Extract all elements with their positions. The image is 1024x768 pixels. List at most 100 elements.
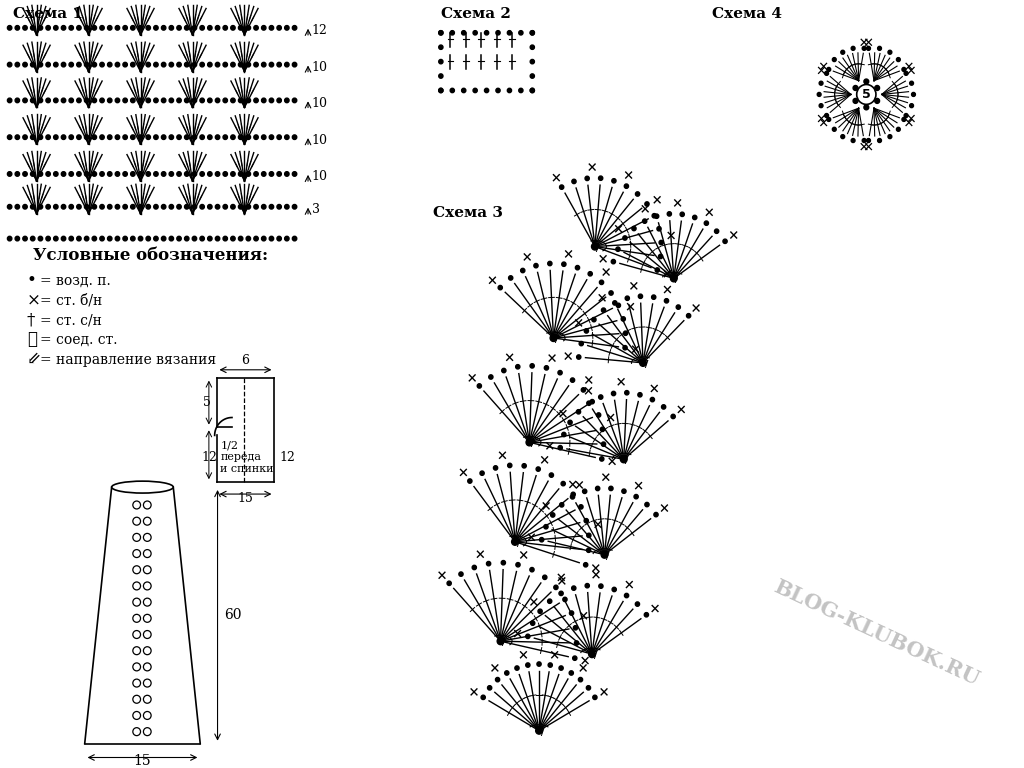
Circle shape [230, 98, 236, 103]
Circle shape [507, 31, 512, 35]
Circle shape [184, 25, 189, 30]
Circle shape [99, 98, 104, 103]
Circle shape [635, 602, 640, 606]
Circle shape [239, 237, 243, 241]
Circle shape [61, 204, 66, 209]
Circle shape [902, 118, 906, 121]
Circle shape [624, 331, 628, 336]
Circle shape [138, 98, 142, 103]
Text: 7: 7 [603, 551, 609, 561]
Circle shape [817, 92, 821, 97]
Text: = возд. п.: = возд. п. [40, 273, 112, 287]
Circle shape [484, 88, 488, 93]
Circle shape [254, 98, 258, 103]
Circle shape [473, 88, 477, 93]
Circle shape [116, 135, 120, 140]
Circle shape [562, 432, 566, 437]
Circle shape [131, 172, 135, 176]
Circle shape [138, 62, 142, 67]
Circle shape [269, 172, 273, 176]
Circle shape [131, 237, 135, 241]
Circle shape [623, 346, 627, 350]
Circle shape [888, 50, 892, 55]
Circle shape [254, 172, 258, 176]
Circle shape [162, 98, 166, 103]
Circle shape [276, 172, 282, 176]
Circle shape [133, 566, 140, 574]
Circle shape [723, 239, 727, 243]
Circle shape [154, 98, 158, 103]
Circle shape [904, 71, 908, 75]
Circle shape [77, 135, 81, 140]
Circle shape [246, 98, 251, 103]
Circle shape [239, 135, 243, 140]
Circle shape [625, 594, 629, 598]
Circle shape [53, 204, 58, 209]
Circle shape [276, 237, 282, 241]
Circle shape [480, 471, 484, 475]
Ellipse shape [112, 481, 173, 493]
Circle shape [200, 62, 205, 67]
Circle shape [548, 261, 552, 266]
Text: 10: 10 [312, 170, 328, 184]
Circle shape [438, 74, 443, 78]
Circle shape [573, 626, 578, 630]
Circle shape [292, 62, 297, 67]
Circle shape [133, 663, 140, 671]
Circle shape [636, 192, 640, 196]
Circle shape [529, 568, 535, 572]
Circle shape [655, 268, 659, 272]
Circle shape [184, 98, 189, 103]
Circle shape [658, 254, 663, 259]
Circle shape [451, 88, 455, 93]
Circle shape [583, 489, 587, 494]
Circle shape [208, 62, 212, 67]
Circle shape [184, 237, 189, 241]
Text: 5: 5 [203, 396, 211, 409]
Circle shape [592, 243, 598, 250]
Circle shape [162, 135, 166, 140]
Circle shape [638, 392, 642, 397]
Circle shape [549, 473, 554, 477]
Circle shape [133, 582, 140, 590]
Circle shape [654, 214, 658, 218]
Circle shape [53, 172, 58, 176]
Circle shape [599, 176, 603, 180]
Circle shape [193, 98, 197, 103]
Circle shape [177, 204, 181, 209]
Circle shape [559, 591, 563, 595]
Circle shape [7, 62, 12, 67]
Circle shape [108, 98, 112, 103]
Circle shape [438, 31, 443, 35]
Circle shape [215, 98, 220, 103]
Circle shape [654, 512, 658, 517]
Circle shape [69, 62, 74, 67]
Circle shape [99, 172, 104, 176]
Circle shape [609, 291, 613, 295]
Circle shape [230, 62, 236, 67]
Circle shape [92, 237, 96, 241]
Circle shape [878, 138, 882, 143]
Circle shape [143, 614, 152, 622]
Circle shape [7, 172, 12, 176]
Circle shape [438, 45, 443, 49]
Circle shape [545, 366, 549, 370]
Circle shape [285, 204, 289, 209]
Circle shape [133, 631, 140, 638]
Circle shape [99, 135, 104, 140]
Circle shape [246, 25, 251, 30]
Circle shape [862, 138, 866, 143]
Circle shape [632, 227, 636, 230]
Circle shape [116, 237, 120, 241]
Circle shape [525, 634, 530, 638]
Circle shape [123, 172, 127, 176]
Circle shape [143, 582, 152, 590]
Circle shape [537, 662, 541, 666]
Circle shape [69, 98, 74, 103]
Text: 7: 7 [594, 243, 600, 253]
Circle shape [162, 25, 166, 30]
Circle shape [548, 599, 552, 604]
Circle shape [819, 81, 823, 85]
Circle shape [507, 88, 512, 93]
Circle shape [223, 98, 227, 103]
